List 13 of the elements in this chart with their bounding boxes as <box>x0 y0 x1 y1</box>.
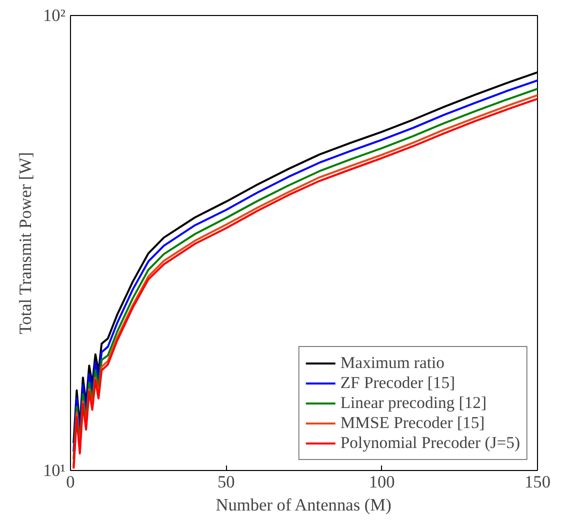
x-tick-label: 150 <box>524 472 551 492</box>
legend-label: Linear precoding [12] <box>340 393 487 413</box>
x-tick-label: 50 <box>218 472 235 492</box>
x-tick-label: 100 <box>368 472 395 492</box>
y-tick-label: 10¹ <box>42 461 66 480</box>
legend-label: MMSE Precoder [15] <box>340 413 485 433</box>
legend-label: Maximum ratio <box>340 353 444 373</box>
y-axis-title: Total Transmit Power [W] <box>16 152 35 334</box>
y-tick-label: 10² <box>42 6 66 25</box>
x-tick-label: 0 <box>66 472 75 492</box>
x-axis-title: Number of Antennas (M) <box>216 496 392 514</box>
legend-label: Polynomial Precoder (J=5) <box>340 433 520 453</box>
legend-label: ZF Precoder [15] <box>340 373 456 393</box>
